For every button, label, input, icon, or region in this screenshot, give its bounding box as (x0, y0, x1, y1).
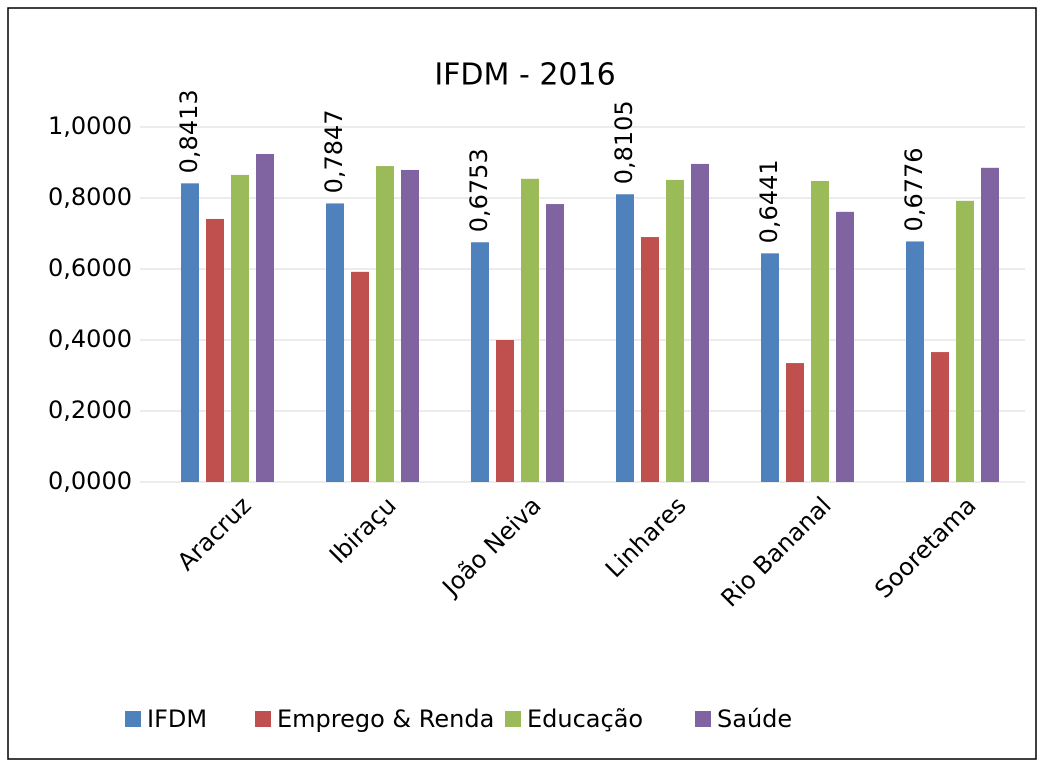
legend-swatch (255, 711, 271, 727)
bar (666, 179, 684, 482)
bar (471, 242, 489, 482)
legend-swatch (125, 711, 141, 727)
bar (906, 241, 924, 482)
bar (981, 167, 999, 482)
bar (761, 253, 779, 482)
bar (401, 169, 419, 482)
bar (956, 200, 974, 482)
bar (521, 178, 539, 482)
bar (376, 166, 394, 483)
y-tick-label: 0,6000 (48, 254, 132, 282)
value-label: 0,8413 (175, 89, 203, 173)
y-tick-label: 0,8000 (48, 183, 132, 211)
y-tick-label: 0,0000 (48, 467, 132, 495)
value-label: 0,6753 (465, 148, 493, 232)
value-label: 0,7847 (320, 109, 348, 193)
value-label: 0,6441 (755, 159, 783, 243)
bar (691, 163, 709, 483)
bar (931, 352, 949, 482)
legend-label: Emprego & Renda (277, 705, 494, 733)
bar (326, 203, 344, 482)
y-tick-label: 0,2000 (48, 396, 132, 424)
bar (231, 174, 249, 483)
bar (811, 180, 829, 482)
bar (786, 363, 804, 482)
bar (641, 237, 659, 482)
bar (351, 271, 369, 482)
bar (181, 183, 199, 482)
bar (206, 218, 224, 482)
legend-swatch (695, 711, 711, 727)
value-label: 0,6776 (900, 147, 928, 231)
y-tick-label: 0,4000 (48, 325, 132, 353)
legend-label: Saúde (717, 705, 792, 733)
legend-swatch (505, 711, 521, 727)
legend-label: Educação (527, 705, 643, 733)
value-label: 0,8105 (610, 100, 638, 184)
bar (546, 204, 564, 482)
bar (256, 153, 274, 483)
y-tick-label: 1,0000 (48, 112, 132, 140)
bar (836, 211, 854, 482)
bar (616, 194, 634, 482)
bar (496, 340, 514, 482)
chart-title: IFDM - 2016 (434, 58, 615, 93)
legend-label: IFDM (147, 705, 207, 733)
